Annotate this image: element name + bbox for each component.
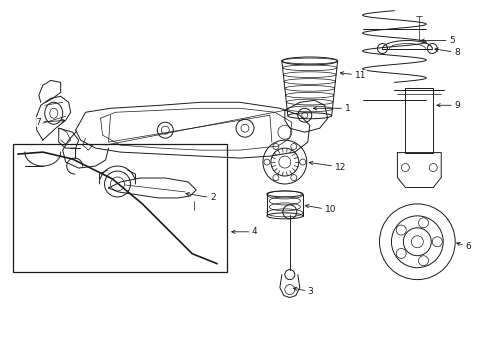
Text: 12: 12 bbox=[310, 161, 346, 172]
Text: 6: 6 bbox=[457, 242, 471, 251]
Text: 1: 1 bbox=[314, 104, 350, 113]
Text: 7: 7 bbox=[35, 118, 65, 127]
Bar bbox=[405, 88, 433, 153]
Text: 4: 4 bbox=[232, 227, 258, 236]
Text: 2: 2 bbox=[186, 193, 216, 202]
Text: 3: 3 bbox=[294, 287, 314, 296]
Text: 11: 11 bbox=[341, 71, 366, 80]
Text: 9: 9 bbox=[437, 101, 460, 110]
Text: 8: 8 bbox=[435, 48, 460, 57]
Text: 10: 10 bbox=[305, 204, 336, 215]
Bar bbox=[13, 144, 227, 272]
Text: 5: 5 bbox=[421, 36, 455, 45]
